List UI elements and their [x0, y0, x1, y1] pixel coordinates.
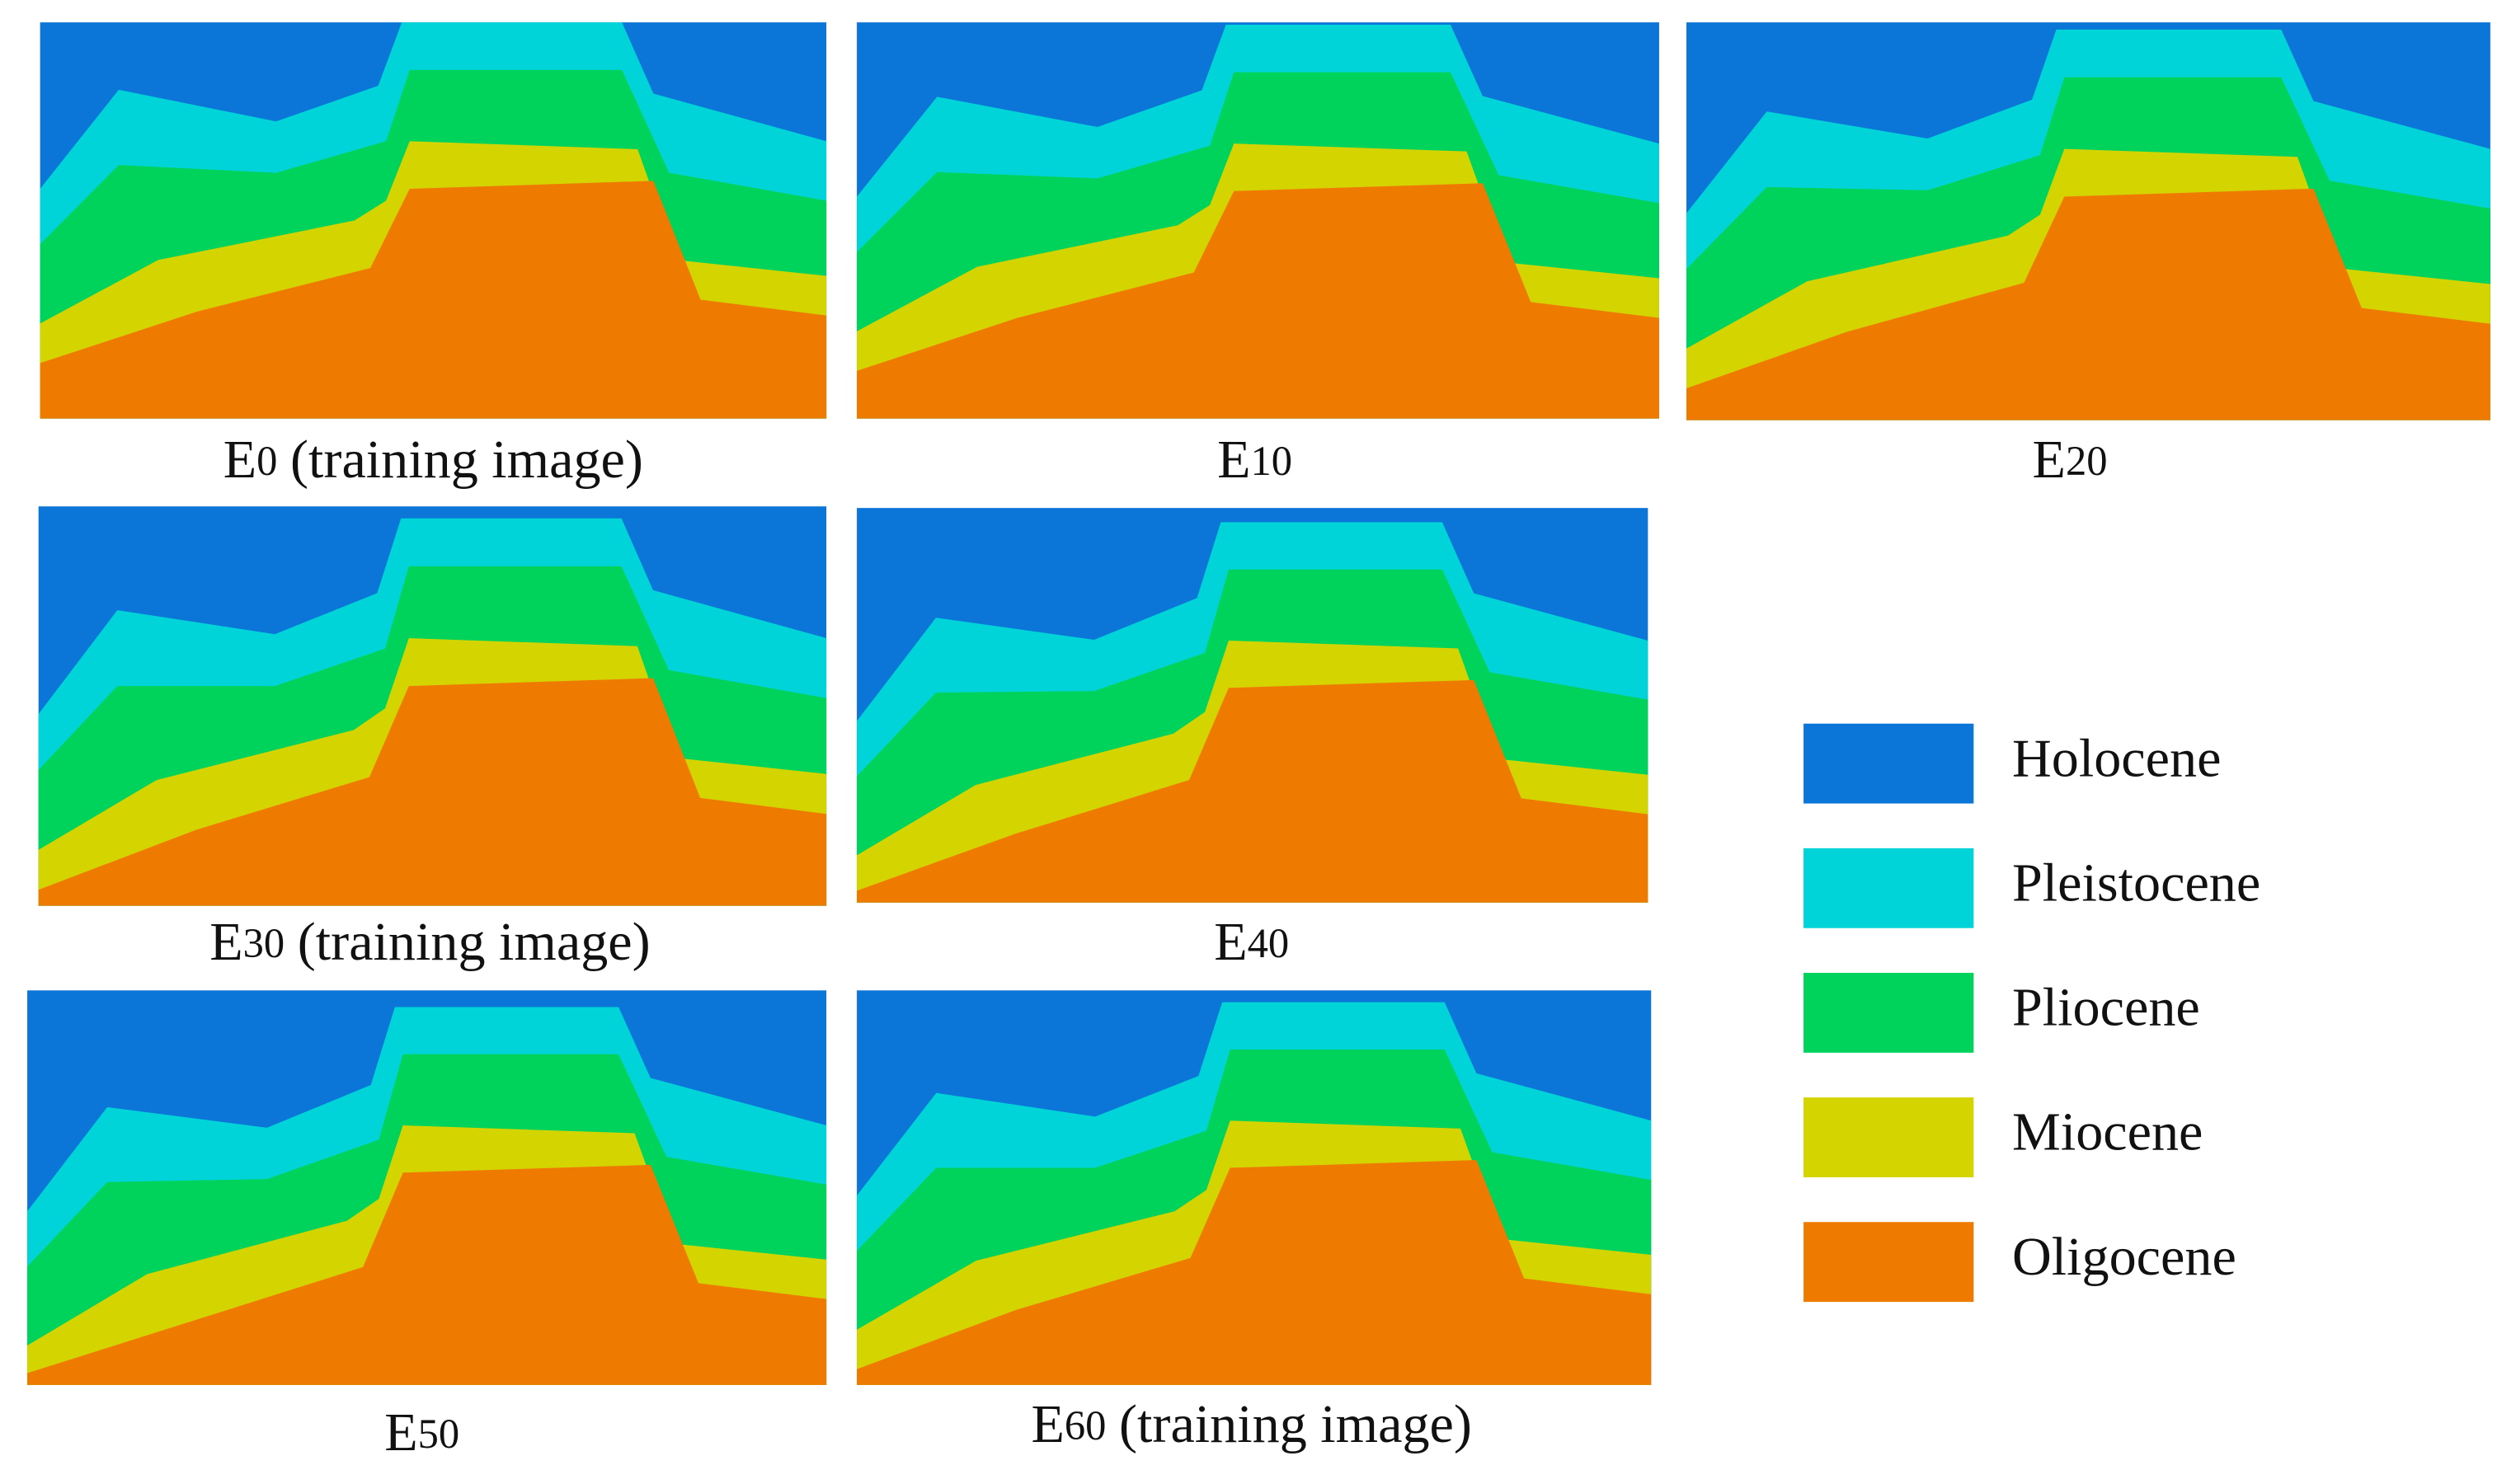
section-panel [857, 22, 1659, 419]
section-panel [40, 22, 827, 419]
label-suffix: (training image) [298, 912, 651, 972]
layer [857, 679, 1648, 903]
legend-label: Oligocene [2012, 1227, 2236, 1287]
label-subscript: 60 [1065, 1402, 1107, 1449]
legend-swatch [1804, 848, 1974, 928]
legend-label: Pliocene [2012, 978, 2200, 1038]
label-base: E [1217, 430, 1250, 490]
layer [38, 678, 827, 906]
label-subscript: 30 [243, 920, 285, 966]
section-panel [27, 990, 827, 1385]
section-panel [1686, 22, 2490, 420]
legend-label: Holocene [2012, 728, 2221, 788]
panel-label: E40 [1214, 912, 1289, 972]
panel-label: E60 (training image) [1031, 1394, 1471, 1454]
legend-label: Miocene [2012, 1102, 2203, 1162]
label-base: E [1214, 912, 1247, 972]
label-subscript: 10 [1251, 437, 1293, 483]
panel-label: E50 [384, 1402, 459, 1463]
section-panel [857, 990, 1652, 1385]
legend-swatch [1804, 1222, 1974, 1303]
legend-swatch [1804, 972, 1974, 1053]
panel-label: E30 (training image) [209, 912, 650, 972]
label-subscript: 50 [418, 1410, 460, 1456]
label-subscript: 0 [256, 437, 277, 483]
label-base: E [2033, 430, 2066, 490]
legend-label: Pleistocene [2012, 853, 2260, 913]
label-subscript: 20 [2066, 437, 2108, 483]
layer [27, 1164, 827, 1385]
panel-label: E20 [2033, 430, 2108, 490]
label-base: E [209, 912, 242, 972]
layer [857, 183, 1659, 419]
label-suffix: (training image) [290, 430, 643, 490]
layer [857, 1160, 1652, 1385]
section-panel [857, 508, 1648, 903]
label-base: E [384, 1402, 417, 1463]
section-panel [38, 506, 827, 906]
legend-swatch [1804, 723, 1974, 804]
label-subscript: 40 [1248, 920, 1290, 966]
panel-label: E0 (training image) [223, 430, 643, 490]
label-suffix: (training image) [1119, 1394, 1472, 1454]
label-base: E [223, 430, 256, 490]
layer [1686, 188, 2490, 420]
panel-label: E10 [1217, 430, 1292, 490]
label-base: E [1031, 1394, 1064, 1454]
legend-swatch [1804, 1097, 1974, 1177]
layer [40, 181, 827, 419]
